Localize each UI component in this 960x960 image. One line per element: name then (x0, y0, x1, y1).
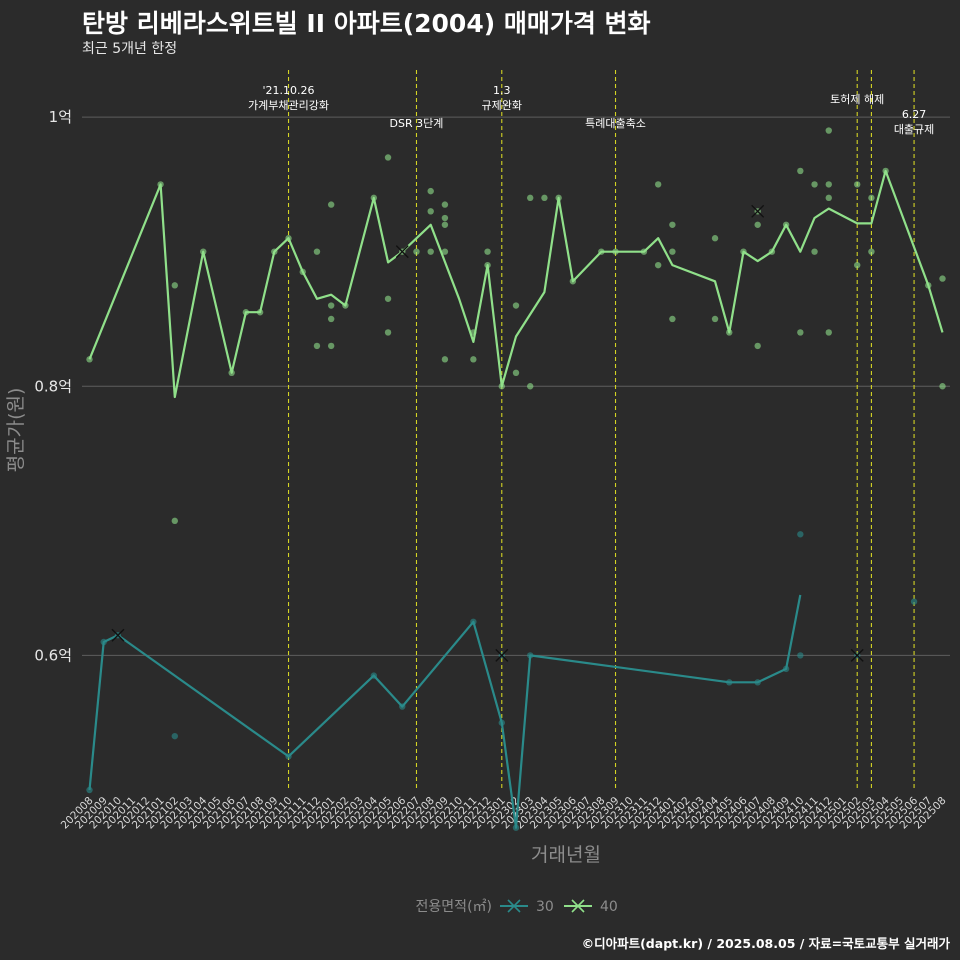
event-label: DSR 3단계 (390, 117, 444, 130)
data-point-40 (797, 329, 804, 336)
legend-key-marker (571, 899, 585, 913)
x-axis-title: 거래년월 (531, 844, 601, 866)
y-axis-title: 평균가(원) (5, 388, 27, 473)
chart-subtitle: 최근 5개년 한정 (82, 41, 178, 57)
legend-key-marker (507, 899, 521, 913)
data-point-40 (825, 329, 832, 336)
event-label-line: 6.27 (902, 108, 927, 121)
data-point-40 (711, 315, 719, 323)
cancelled-marker-30 (850, 648, 864, 662)
data-point-40 (171, 282, 178, 289)
data-point-40 (441, 356, 449, 363)
cancelled-marker-40 (751, 204, 765, 218)
cancelled-marker-30 (111, 628, 125, 642)
data-point-40 (854, 261, 861, 269)
data-point-40 (171, 517, 178, 525)
event-label-line: 규제완화 (482, 99, 522, 112)
data-point-40 (512, 302, 520, 309)
event-label-line: DSR 3단계 (390, 117, 444, 130)
data-point-40 (939, 383, 946, 390)
data-point-30 (171, 732, 178, 740)
data-point-40 (868, 248, 875, 255)
series-line-40 (88, 169, 944, 399)
data-point-40 (327, 315, 335, 323)
data-point-40 (825, 194, 832, 202)
data-point-40 (797, 167, 804, 175)
data-point-40 (527, 194, 534, 202)
data-point-40 (384, 295, 392, 302)
data-point-40 (527, 383, 534, 390)
cancelled-marker-40 (395, 245, 409, 259)
data-point-40 (441, 201, 449, 208)
data-point-40 (441, 214, 449, 222)
y-tick-label: 0.6억 (34, 646, 72, 664)
data-point-40 (754, 342, 761, 350)
legend-label: 40 (600, 899, 618, 915)
data-point-40 (669, 221, 676, 228)
data-point-40 (427, 248, 434, 255)
data-point-40 (541, 194, 548, 202)
data-point-40 (470, 356, 477, 363)
event-label-line: 토허제 해제 (830, 92, 884, 106)
data-point-30 (797, 531, 804, 538)
data-point-40 (327, 302, 335, 309)
y-tick-label: 0.8억 (34, 377, 72, 395)
data-point-40 (654, 181, 662, 188)
data-point-40 (811, 248, 818, 255)
event-label-line: 1.3 (493, 84, 511, 97)
data-point-40 (825, 181, 832, 188)
event-label: 특례대출축소 (585, 117, 646, 130)
data-point-40 (313, 342, 321, 350)
legend-label: 30 (536, 899, 554, 915)
legend-item-30: 30 (500, 899, 554, 915)
data-point-40 (327, 342, 335, 350)
event-label: 1.3 규제완화 (482, 84, 522, 112)
cancelled-marker-30 (495, 648, 509, 662)
data-point-40 (427, 208, 434, 215)
data-point-40 (484, 248, 491, 255)
event-label-line: 특례대출축소 (585, 117, 646, 130)
event-label: 토허제 해제 (830, 92, 884, 106)
event-label-line: '21.10.26 (263, 84, 315, 97)
data-point-40 (384, 154, 392, 161)
data-point-40 (811, 181, 818, 188)
data-point-40 (868, 194, 875, 202)
data-point-40 (654, 261, 662, 269)
series-line-30 (88, 594, 802, 829)
legend-item-40: 40 (564, 899, 618, 915)
data-point-30 (797, 652, 804, 659)
data-point-40 (854, 181, 861, 188)
chart-title: 탄방 리베라스위트빌 II 아파트(2004) 매매가격 변화 (82, 9, 651, 38)
data-point-40 (754, 221, 761, 228)
source-caption: ©디아파트(dapt.kr) / 2025.08.05 / 자료=국토교통부 실… (581, 936, 950, 951)
legend-title: 전용면적(㎡) (416, 899, 492, 915)
y-tick-label: 1억 (49, 108, 72, 126)
data-point-30 (910, 598, 918, 605)
data-point-40 (512, 369, 520, 377)
data-point-40 (441, 248, 449, 255)
data-point-40 (939, 275, 946, 282)
event-label: '21.10.26 가계부채관리강화 (248, 84, 329, 112)
data-point-40 (669, 315, 676, 323)
data-point-40 (413, 248, 420, 255)
data-point-40 (825, 127, 832, 134)
data-point-40 (327, 201, 335, 208)
data-point-40 (711, 235, 719, 242)
event-label-line: 대출규제 (894, 123, 934, 136)
event-label: 6.27 대출규제 (894, 108, 934, 136)
event-label-line: 가계부채관리강화 (248, 99, 329, 112)
data-point-40 (427, 187, 434, 195)
data-point-40 (669, 248, 676, 255)
data-point-40 (313, 248, 321, 255)
data-point-40 (384, 329, 392, 336)
data-point-40 (441, 221, 449, 228)
